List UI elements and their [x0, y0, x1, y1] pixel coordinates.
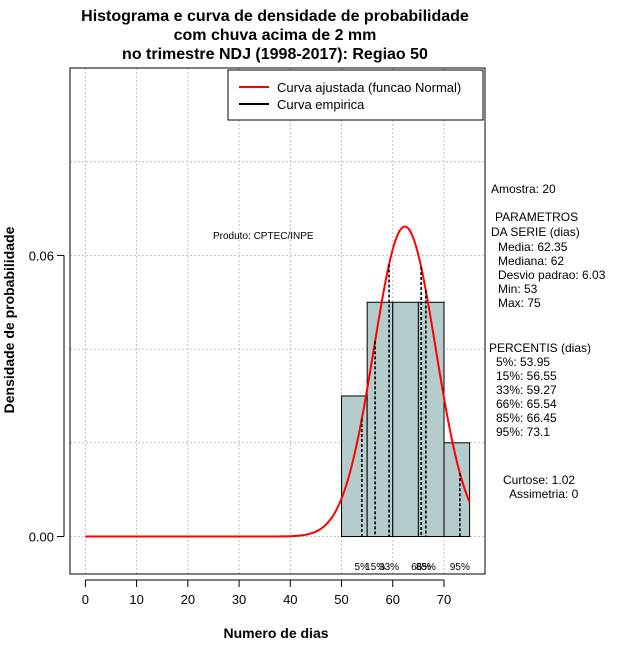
- histogram-bar: [417, 301, 445, 538]
- param-sd: Desvio padrao: 6.03: [498, 268, 606, 282]
- legend-box: [227, 69, 484, 121]
- param-max: Max: 75: [498, 296, 541, 310]
- params-header-1: PARAMETROS: [495, 210, 578, 224]
- percentile-lines: 5%15%33% 66%85% 95%: [355, 264, 470, 573]
- normal-fit-curve-layer: [85, 225, 471, 538]
- x-tick-label: 10: [129, 592, 143, 607]
- pct-33: 33%: 59.27: [496, 383, 557, 397]
- normal-fit-curve: [85, 225, 471, 538]
- percentile-label: 5%: [355, 562, 370, 573]
- skewness: Assimetria: 0: [509, 487, 579, 501]
- pct-66: 66%: 65.54: [496, 397, 557, 411]
- y-axis-label: Densidade de probabilidade: [1, 226, 17, 413]
- x-tick-label: 60: [386, 592, 400, 607]
- pct-15: 15%: 56.55: [496, 369, 557, 383]
- percentile-label: 66%: [411, 562, 431, 573]
- x-tick-label: 20: [181, 592, 195, 607]
- percentile-label: 95%: [450, 562, 470, 573]
- kurtosis: Curtose: 1.02: [503, 473, 575, 487]
- pct-85: 85%: 66.45: [496, 411, 557, 425]
- percentile-label: 33%: [379, 562, 399, 573]
- x-tick-label: 40: [283, 592, 297, 607]
- histogram-bar: [392, 301, 419, 538]
- chart-title-line-3: no trimestre NDJ (1998-2017): Regiao 50: [122, 46, 428, 63]
- histogram-bar: [341, 395, 368, 538]
- y-tick-label: 0.06: [29, 248, 54, 263]
- credit-text: Produto: CPTEC/INPE: [213, 231, 314, 242]
- x-tick-label: 50: [334, 592, 348, 607]
- pct-95: 95%: 73.1: [496, 425, 550, 439]
- chart-title-line-2: com chuva acima de 2 mm: [174, 27, 377, 44]
- x-tick-label: 70: [437, 592, 451, 607]
- x-tick-label: 0: [82, 592, 89, 607]
- legend-label-empirical: Curva empirica: [277, 97, 365, 112]
- percentile-label: 15%: [365, 562, 385, 573]
- param-median: Mediana: 62: [498, 254, 564, 268]
- x-tick-label: 30: [232, 592, 246, 607]
- legend-label-fit: Curva ajustada (funcao Normal): [277, 80, 461, 95]
- percentiles-header: PERCENTIS (dias): [489, 341, 591, 355]
- chart-title-line-1: Histograma e curva de densidade de proba…: [81, 8, 469, 25]
- axes: 0 10 20 30 40 50 60 70 0.00 0.06: [29, 248, 452, 607]
- y-tick-label: 0.00: [29, 530, 54, 545]
- pct-5: 5%: 53.95: [496, 355, 550, 369]
- param-min: Min: 53: [498, 282, 538, 296]
- x-axis-label: Numero de dias: [223, 625, 328, 641]
- legend: Curva ajustada (funcao Normal) Curva emp…: [227, 69, 484, 121]
- percentile-label: 85%: [416, 562, 436, 573]
- params-header-2: DA SERIE (dias): [491, 225, 580, 239]
- stats-panel: Amostra: 20 PARAMETROS DA SERIE (dias) M…: [489, 182, 606, 501]
- sample-size: Amostra: 20: [491, 182, 556, 196]
- plot-frame: [69, 67, 486, 575]
- param-mean: Media: 62.35: [498, 240, 568, 254]
